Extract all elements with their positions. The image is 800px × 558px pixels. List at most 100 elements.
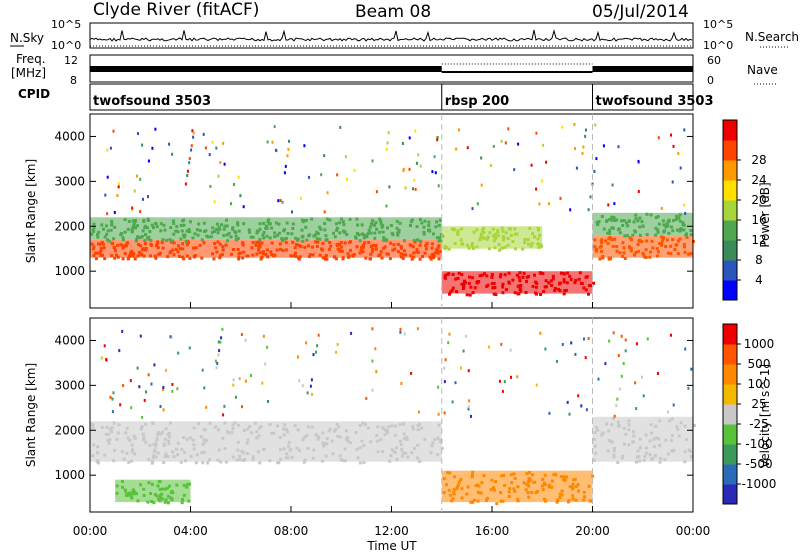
colorbar-tick-label: -25 xyxy=(749,417,769,431)
data-cell xyxy=(279,199,282,202)
noise-y-top-tick: 10^5 xyxy=(51,18,81,31)
data-cell xyxy=(369,257,372,261)
data-cell xyxy=(118,349,121,353)
freq-bar-seg-1 xyxy=(90,66,442,72)
data-cell xyxy=(480,156,483,160)
data-cell xyxy=(94,257,98,261)
data-cell xyxy=(179,460,183,464)
data-cell xyxy=(429,257,433,261)
power-panel: 1000 2000 3000 4000 Slant Range [km] 4 8 12 16 20… xyxy=(24,113,772,309)
data-cell xyxy=(433,155,436,159)
x-tick-label: 04:00 xyxy=(173,524,208,538)
nave-tick-0: 0 xyxy=(707,74,714,87)
data-cell xyxy=(261,381,264,385)
data-cell xyxy=(637,190,640,193)
data-cell xyxy=(683,128,686,132)
data-cell xyxy=(561,343,564,346)
data-cell xyxy=(145,390,147,394)
data-cell xyxy=(469,500,473,504)
data-cell xyxy=(121,257,125,261)
data-cell xyxy=(615,404,618,408)
data-cell xyxy=(150,382,153,386)
data-cell xyxy=(147,373,150,377)
data-cell xyxy=(281,200,284,204)
data-cell xyxy=(188,161,191,165)
data-cell xyxy=(410,257,414,261)
data-cell xyxy=(569,208,572,212)
data-cell xyxy=(271,140,274,144)
data-cell xyxy=(384,238,387,242)
colorbar-swatch xyxy=(723,180,737,201)
data-cell xyxy=(346,177,348,181)
data-cell xyxy=(399,327,402,331)
data-cell xyxy=(320,173,323,177)
data-cell xyxy=(671,180,674,184)
data-cell xyxy=(362,461,366,465)
data-cell xyxy=(136,174,138,178)
data-cell xyxy=(591,474,595,478)
data-cell xyxy=(222,141,225,145)
data-cell xyxy=(186,174,189,177)
velocity-panel: 1000 2000 3000 4000 Slant Range [km] 1000 500 1… xyxy=(24,317,776,513)
data-band xyxy=(90,421,442,462)
data-cell xyxy=(205,405,208,409)
data-cell xyxy=(624,338,627,342)
data-cell xyxy=(286,154,289,158)
data-cell xyxy=(562,292,566,296)
data-cell xyxy=(224,460,228,464)
data-cell xyxy=(465,293,469,297)
data-cell xyxy=(200,256,204,260)
data-cell xyxy=(480,183,483,187)
data-cell xyxy=(162,385,165,389)
data-cell xyxy=(308,175,310,179)
data-cell xyxy=(448,332,451,336)
data-band xyxy=(592,235,693,258)
y-tick-label: 1000 xyxy=(54,264,85,278)
data-cell xyxy=(415,161,418,165)
data-cell xyxy=(510,375,512,379)
data-cell xyxy=(646,337,649,341)
data-cell xyxy=(239,194,242,198)
x-tick-label: 16:00 xyxy=(475,524,510,538)
cpid-segment-label: rbsp 200 xyxy=(445,94,509,109)
colorbar-frame xyxy=(722,119,738,301)
data-cell xyxy=(306,391,309,395)
data-cell xyxy=(470,414,472,418)
data-cell xyxy=(111,410,114,414)
data-cell xyxy=(122,384,125,388)
colorbar-swatch xyxy=(723,160,737,181)
data-cell xyxy=(589,195,592,199)
data-band xyxy=(90,217,442,240)
data-cell xyxy=(244,338,247,342)
colorbar-swatch xyxy=(723,220,737,241)
data-cell xyxy=(413,178,416,182)
data-cell xyxy=(336,343,339,346)
data-cell xyxy=(200,238,204,242)
x-tick-label: 08:00 xyxy=(274,524,309,538)
data-cell xyxy=(129,379,132,383)
data-cell xyxy=(670,333,672,337)
freq-label-1: Freq. xyxy=(16,52,46,66)
data-band xyxy=(441,271,593,294)
data-cell xyxy=(171,383,174,386)
data-cell xyxy=(143,398,146,402)
data-cell xyxy=(582,145,585,149)
colorbar-label: Power [dB] xyxy=(758,182,772,247)
data-cell xyxy=(127,256,131,260)
y-axis-label: Slant Range [km] xyxy=(24,363,38,467)
data-cell xyxy=(401,142,404,145)
x-tick-label: 12:00 xyxy=(374,524,409,538)
colorbar-label: Velocity [m s^-1] xyxy=(758,364,772,468)
data-cell xyxy=(230,202,232,206)
data-cell xyxy=(302,460,306,464)
data-cell xyxy=(301,384,304,388)
data-cell xyxy=(509,348,512,352)
data-cell xyxy=(617,354,620,357)
data-cell xyxy=(542,143,545,147)
data-cell xyxy=(190,144,193,148)
data-cell xyxy=(209,184,212,188)
data-cell xyxy=(106,175,109,179)
data-cell xyxy=(431,170,434,174)
data-cell xyxy=(530,163,533,167)
data-cell xyxy=(374,347,377,351)
